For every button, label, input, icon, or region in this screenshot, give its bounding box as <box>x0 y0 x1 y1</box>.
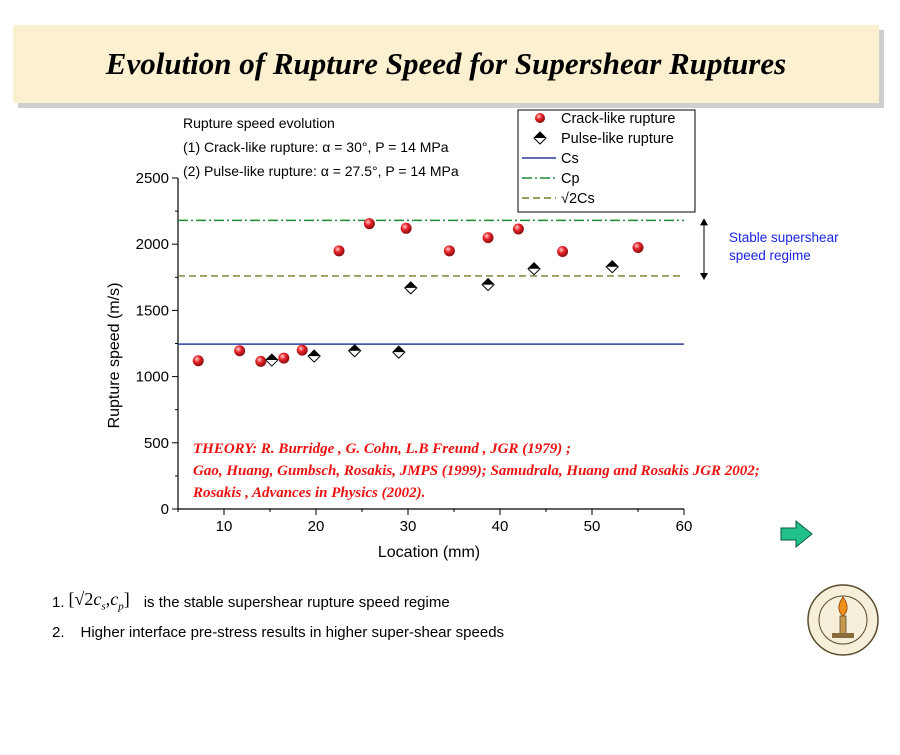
legend-entry: Cp <box>522 171 580 187</box>
crack-point <box>632 242 644 254</box>
plot-frame: Location (mm) Rupture speed (m/s) <box>106 178 684 561</box>
pulse-point <box>265 353 279 367</box>
formula-radical: √2 <box>74 589 94 610</box>
data-points <box>192 218 644 367</box>
formula-cs: cs <box>93 589 106 613</box>
title-banner: Evolution of Rupture Speed for Supershea… <box>13 25 879 103</box>
right-arrow-icon[interactable] <box>780 519 813 549</box>
y-tick-label: 0 <box>161 501 169 518</box>
legend-label: Cs <box>561 151 579 167</box>
x-tick-label: 40 <box>492 518 509 535</box>
crack-point <box>557 245 569 257</box>
diamond-top-fill <box>392 346 405 353</box>
crack-point <box>512 223 524 235</box>
x-tick-label: 60 <box>676 518 693 535</box>
x-tick-label: 50 <box>584 518 601 535</box>
pulse-point <box>605 260 619 274</box>
crack-point <box>278 352 290 364</box>
theory-references: THEORY: R. Burridge , G. Cohn, L.B Freun… <box>192 441 760 501</box>
formula-bracket: [√2cs,cp] <box>68 589 130 613</box>
crack-point <box>363 218 375 230</box>
theory-line-3: Rosakis , Advances in Physics (2002). <box>192 485 425 501</box>
crack-point <box>333 245 345 257</box>
caltech-seal-icon <box>807 584 879 656</box>
note-number: 2. <box>52 624 65 641</box>
legend-entry: Cs <box>522 151 579 167</box>
theory-line-2: Gao, Huang, Gumbsch, Rosakis, JMPS (1999… <box>193 463 760 479</box>
diamond-top-fill <box>308 350 321 357</box>
regime-arrow-head-up <box>700 218 708 226</box>
pulse-point <box>527 261 541 276</box>
regime-annotation: Stable supershear speed regime <box>700 218 839 280</box>
pulse-point <box>392 345 406 359</box>
legend-entry: Crack-like rupture <box>535 111 675 127</box>
diamond-top-fill <box>482 278 495 285</box>
axis-ticks: 10 20 30 40 50 60 0 500 1000 1500 2000 2500 <box>136 170 693 535</box>
reference-lines <box>178 219 684 345</box>
legend-entry: Pulse-like rupture <box>533 131 674 147</box>
diamond-top-fill <box>348 344 361 351</box>
note-item-2: 2. Higher interface pre-stress results i… <box>52 618 504 648</box>
x-tick-label: 30 <box>400 518 417 535</box>
notes-list: 1. [√2cs,cp] is the stable supershear ru… <box>52 588 504 648</box>
x-tick-label: 10 <box>216 518 233 535</box>
regime-label-line-2: speed regime <box>729 248 811 263</box>
annotation-line-3: (2) Pulse-like rupture: α = 27.5°, P = 1… <box>183 163 459 179</box>
annotation-line-1: Rupture speed evolution <box>183 115 335 131</box>
crack-point <box>443 245 455 257</box>
legend-box <box>517 109 696 213</box>
annotation-block: Rupture speed evolution (1) Crack-like ru… <box>183 115 459 179</box>
x-tick-label: 20 <box>308 518 325 535</box>
crack-point <box>400 222 412 234</box>
diamond-top-fill <box>534 132 546 138</box>
diamond-top-fill <box>404 281 417 288</box>
rupture-speed-chart: Location (mm) Rupture speed (m/s) 10 20 30 4… <box>106 109 839 561</box>
annotation-line-2: (1) Crack-like rupture: α = 30°, P = 14 … <box>183 139 449 155</box>
pulse-point <box>404 281 418 295</box>
formula-cp: cp <box>110 589 124 613</box>
diamond-top-fill <box>265 354 278 361</box>
regime-arrow-head-down <box>700 272 708 280</box>
crack-point <box>296 344 308 356</box>
regime-label-line-1: Stable supershear <box>729 230 839 245</box>
legend-entry: √2Cs <box>522 191 595 207</box>
y-axis-title: Rupture speed (m/s) <box>106 283 123 429</box>
theory-line-1: THEORY: R. Burridge , G. Cohn, L.B Freun… <box>193 441 571 457</box>
note-text: Higher interface pre-stress results in h… <box>80 624 505 641</box>
slide-title: Evolution of Rupture Speed for Supershea… <box>105 46 787 81</box>
y-tick-label: 1000 <box>136 369 169 386</box>
legend-label: Pulse-like rupture <box>561 131 674 147</box>
note-number: 1. <box>52 594 65 611</box>
pulse-point <box>481 277 495 292</box>
legend-label: Crack-like rupture <box>561 111 675 127</box>
legend-label: √2Cs <box>561 191 595 207</box>
note-text: is the stable supershear rupture speed r… <box>143 594 450 611</box>
pulse-point <box>347 344 362 358</box>
y-tick-label: 2500 <box>136 170 169 187</box>
legend-pulse-marker <box>533 131 547 145</box>
y-tick-label: 1500 <box>136 302 169 319</box>
pulse-point <box>307 349 321 363</box>
y-tick-label: 2000 <box>136 236 169 253</box>
crack-point <box>192 355 204 367</box>
legend: Crack-like rupture Pulse-like rupture Cs Cp… <box>517 109 696 213</box>
diamond-top-fill <box>528 262 541 269</box>
crack-point <box>255 355 267 367</box>
legend-label: Cp <box>561 171 580 187</box>
y-tick-label: 500 <box>144 435 169 452</box>
crack-point <box>482 232 494 244</box>
legend-crack-marker <box>535 113 545 123</box>
diamond-top-fill <box>606 260 619 267</box>
crack-point <box>234 345 246 357</box>
x-axis-title: Location (mm) <box>378 544 480 561</box>
formula-separator: , <box>105 589 111 610</box>
note-item-1: 1. [√2cs,cp] is the stable supershear ru… <box>52 588 504 618</box>
